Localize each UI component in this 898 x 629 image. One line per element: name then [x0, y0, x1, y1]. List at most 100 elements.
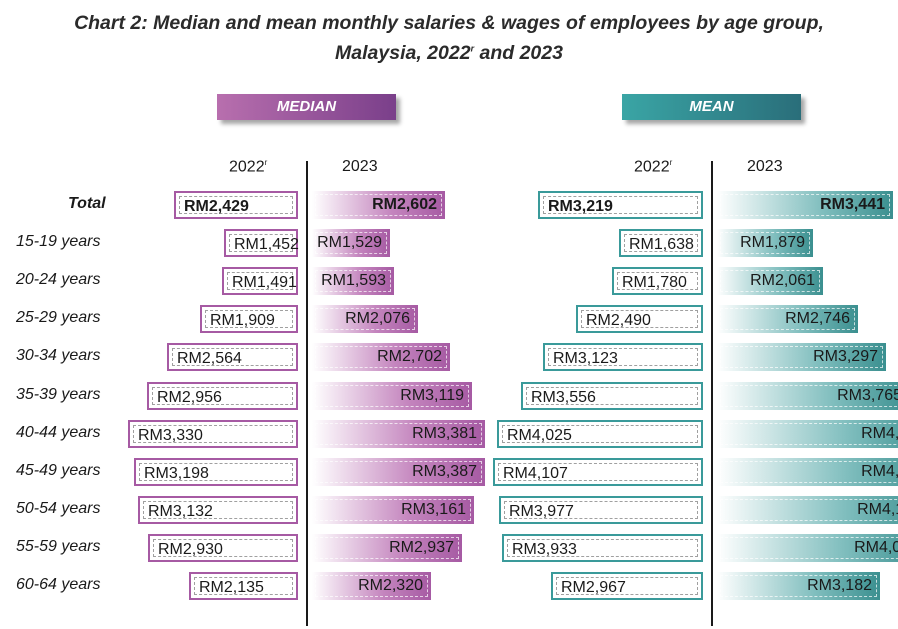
bar-dashed-outline — [315, 346, 447, 368]
data-label: RM3,219 — [548, 198, 613, 215]
bar-dashed-outline — [720, 575, 877, 597]
data-label: RM1,529 — [317, 234, 382, 251]
median-2023-bar: RM2,076 — [312, 305, 418, 333]
median-2022-bar: RM2,930 — [148, 534, 298, 562]
data-label: RM2,564 — [177, 350, 242, 367]
median-2022-header-mark: r — [264, 158, 268, 167]
median-2023-bar: RM1,593 — [312, 267, 394, 295]
category-label: 35-39 years — [16, 386, 101, 403]
mean-2022-bar: RM4,025 — [497, 420, 703, 448]
bar-dashed-outline — [315, 385, 469, 407]
bar-dashed-outline — [229, 234, 293, 252]
median-2022-bar: RM1,491 — [222, 267, 298, 295]
data-label: RM2,490 — [586, 312, 651, 329]
mean-2023-header: 2023 — [747, 158, 783, 175]
data-label: RM1,452 — [234, 236, 299, 253]
bar-dashed-outline — [172, 348, 293, 366]
median-2022-bar: RM2,956 — [147, 382, 298, 410]
bar-dashed-outline — [720, 423, 898, 445]
bar-dashed-outline — [720, 270, 820, 292]
median-2023-bar: RM2,937 — [312, 534, 462, 562]
median-2023-header: 2023 — [342, 158, 378, 175]
data-label: RM4,241 — [861, 425, 898, 442]
bar-dashed-outline — [720, 232, 810, 254]
bar-dashed-outline — [315, 423, 482, 445]
median-2022-header-year: 2022 — [229, 158, 265, 176]
category-label: 20-24 years — [16, 271, 101, 288]
data-label: RM3,132 — [148, 503, 213, 520]
bar-dashed-outline — [179, 196, 293, 214]
data-label: RM4,098 — [854, 539, 898, 556]
category-label: 40-44 years — [16, 424, 101, 441]
bar-dashed-outline — [720, 194, 890, 216]
bar-dashed-outline — [720, 346, 883, 368]
data-label: RM2,702 — [377, 348, 442, 365]
median-badge: MEDIAN — [217, 94, 396, 120]
data-label: RM3,933 — [512, 541, 577, 558]
bar-dashed-outline — [194, 577, 293, 595]
bar-dashed-outline — [315, 308, 415, 330]
bar-dashed-outline — [543, 196, 698, 214]
chart-title-line2: Malaysia, 2022r and 2023 — [0, 42, 898, 65]
bar-dashed-outline — [556, 577, 698, 595]
bar-dashed-outline — [315, 194, 442, 216]
data-label: RM3,977 — [509, 503, 574, 520]
mean-2022-header-year: 2022 — [634, 158, 670, 176]
data-label: RM2,967 — [561, 579, 626, 596]
data-label: RM2,937 — [389, 539, 454, 556]
median-2023-bar: RM2,320 — [312, 572, 431, 600]
bar-dashed-outline — [504, 501, 698, 519]
bar-dashed-outline — [315, 575, 428, 597]
data-label: RM1,909 — [210, 312, 275, 329]
mean-2022-header: 2022r — [634, 158, 672, 176]
bar-dashed-outline — [133, 425, 293, 443]
data-label: RM2,930 — [158, 541, 223, 558]
category-label: 55-59 years — [16, 538, 101, 555]
mean-2022-bar: RM4,107 — [493, 458, 703, 486]
data-label: RM3,297 — [813, 348, 878, 365]
median-2022-bar: RM2,564 — [167, 343, 298, 371]
data-label: RM2,429 — [184, 198, 249, 215]
data-label: RM3,182 — [807, 577, 872, 594]
mean-2023-bar: RM3,441 — [717, 191, 893, 219]
median-2023-bar: RM1,529 — [312, 229, 390, 257]
title-revised-mark: r — [470, 43, 475, 54]
bar-dashed-outline — [315, 232, 387, 254]
category-label: 60-64 years — [16, 576, 101, 593]
bar-dashed-outline — [526, 387, 698, 405]
data-label: RM3,381 — [412, 425, 477, 442]
category-label: 50-54 years — [16, 500, 101, 517]
category-label: 25-29 years — [16, 309, 101, 326]
median-2022-bar: RM2,135 — [189, 572, 298, 600]
bar-dashed-outline — [227, 272, 293, 290]
median-2022-header: 2022r — [229, 158, 267, 176]
data-label: RM2,135 — [199, 579, 264, 596]
data-label: RM1,780 — [622, 274, 687, 291]
bar-dashed-outline — [720, 537, 898, 559]
data-label: RM2,602 — [372, 196, 437, 213]
mean-2023-bar: RM3,182 — [717, 572, 880, 600]
mean-2023-bar: RM4,241 — [717, 420, 898, 448]
mean-2022-bar: RM3,933 — [502, 534, 703, 562]
data-label: RM2,320 — [358, 577, 423, 594]
mean-2023-bar: RM1,879 — [717, 229, 813, 257]
bar-dashed-outline — [617, 272, 698, 290]
bar-dashed-outline — [315, 499, 471, 521]
data-label: RM3,441 — [820, 196, 885, 213]
mean-2023-bar: RM4,098 — [717, 534, 898, 562]
data-label: RM3,198 — [144, 465, 209, 482]
data-label: RM1,491 — [232, 274, 297, 291]
median-2023-bar: RM3,161 — [312, 496, 474, 524]
data-label: RM2,746 — [785, 310, 850, 327]
bar-dashed-outline — [153, 539, 293, 557]
bar-dashed-outline — [139, 463, 293, 481]
median-2023-bar: RM3,381 — [312, 420, 485, 448]
mean-2023-bar: RM3,297 — [717, 343, 886, 371]
data-label: RM3,123 — [553, 350, 618, 367]
mean-2022-bar: RM2,490 — [576, 305, 703, 333]
data-label: RM1,638 — [629, 236, 694, 253]
median-2022-bar: RM3,198 — [134, 458, 298, 486]
median-2022-bar: RM1,909 — [200, 305, 298, 333]
bar-dashed-outline — [624, 234, 698, 252]
mean-2022-bar: RM1,780 — [612, 267, 703, 295]
